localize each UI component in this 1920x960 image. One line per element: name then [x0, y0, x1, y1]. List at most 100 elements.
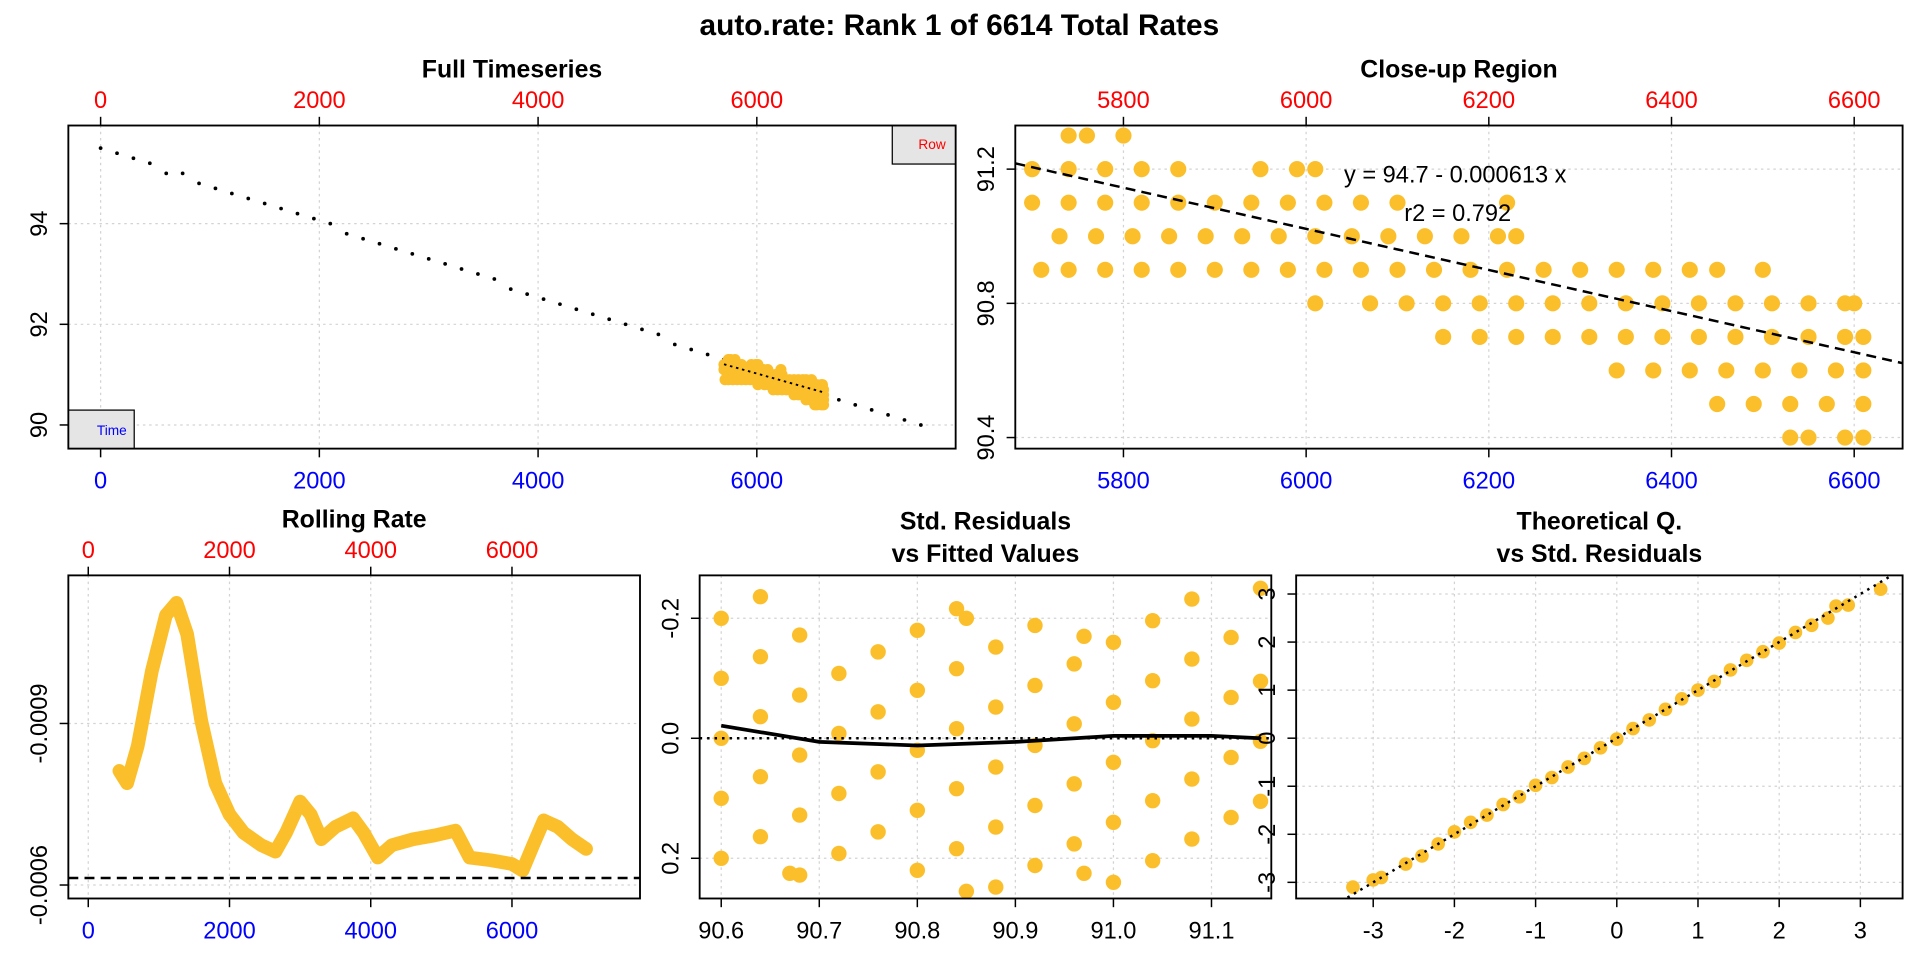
point [1027, 857, 1043, 874]
point [1681, 261, 1698, 278]
x-tick-label: 3 [1854, 918, 1867, 944]
plot-frame [67, 124, 957, 450]
point [574, 307, 579, 312]
point [1060, 194, 1077, 211]
y-tick-label: 90 [27, 412, 53, 438]
point [1545, 770, 1559, 785]
point [607, 317, 612, 322]
x-tick-label: 4000 [344, 918, 397, 944]
point [1170, 161, 1187, 178]
point [1508, 295, 1525, 312]
point [1252, 673, 1269, 689]
point [1827, 362, 1844, 379]
plot-area [1015, 127, 1903, 446]
point [836, 397, 841, 402]
point [1499, 194, 1516, 211]
point [1161, 228, 1178, 245]
point [948, 720, 965, 737]
point [1288, 161, 1306, 178]
point [1060, 161, 1077, 178]
point [1804, 618, 1819, 633]
point [1645, 261, 1662, 278]
point [948, 600, 965, 617]
point [1343, 228, 1360, 245]
point [1709, 261, 1726, 278]
y-tick-label: -0.2 [659, 598, 685, 639]
point [1252, 580, 1269, 596]
x-tick-label: 0 [1610, 918, 1623, 944]
x-tick-label: -1 [1525, 918, 1546, 944]
point [870, 824, 886, 840]
point [1051, 228, 1068, 245]
y-tick-label: 90.4 [974, 415, 1000, 461]
point [1821, 611, 1835, 625]
point [1841, 598, 1856, 612]
annotation: y = 94.7 - 0.000613 x [1344, 163, 1567, 189]
point [1033, 261, 1050, 278]
point [1316, 194, 1333, 211]
point [1690, 295, 1707, 312]
point [1060, 127, 1077, 144]
plot-frame [698, 574, 1273, 900]
point [377, 241, 382, 246]
point [1855, 395, 1872, 413]
x2-tick-label: 6000 [486, 538, 539, 564]
x2-tick-label: 0 [82, 538, 95, 564]
point [1133, 161, 1150, 178]
point [1184, 771, 1200, 787]
point [1184, 711, 1200, 727]
y-tick-label: 0.0 [659, 722, 685, 755]
point [1398, 295, 1415, 312]
point [1078, 127, 1095, 144]
point [312, 216, 316, 221]
y-tick-label: -1 [1255, 776, 1281, 797]
point [1389, 261, 1406, 278]
plot-frame [67, 574, 641, 900]
point [361, 236, 365, 241]
point [1087, 228, 1105, 245]
point [1782, 429, 1799, 446]
y-tick-label: 94 [27, 211, 53, 237]
point [1690, 328, 1707, 345]
x-tick-label: 6600 [1828, 468, 1881, 494]
point [459, 267, 464, 271]
plot-frame [1014, 124, 1904, 450]
point [1243, 194, 1260, 211]
point [988, 699, 1004, 715]
panel-title: Std. Residuals [900, 509, 1071, 536]
point [1836, 328, 1854, 345]
point [752, 708, 769, 725]
point [115, 151, 119, 156]
point [1184, 831, 1200, 847]
fit-line [1015, 162, 1903, 365]
x-tick-label: 90.6 [698, 918, 744, 944]
y-tick-label: -2 [1255, 824, 1281, 845]
point [1609, 732, 1624, 746]
plot-area [98, 146, 923, 427]
point [1763, 328, 1781, 345]
point [870, 644, 886, 660]
point [410, 251, 415, 256]
point [394, 246, 398, 251]
point [1316, 261, 1333, 278]
point [1512, 789, 1527, 804]
point [1024, 194, 1041, 211]
point [1754, 261, 1771, 278]
point [1170, 194, 1187, 211]
point [1352, 261, 1370, 278]
point [988, 759, 1004, 775]
point [713, 610, 729, 626]
point [262, 201, 267, 206]
point [1489, 228, 1507, 245]
point [752, 648, 769, 665]
point [1642, 713, 1657, 727]
point [1617, 328, 1634, 345]
point [1561, 760, 1575, 774]
point [1463, 815, 1478, 830]
point [1782, 395, 1799, 413]
x-tick-label: 91.1 [1189, 918, 1235, 944]
point [1105, 874, 1122, 890]
point [1727, 295, 1744, 312]
legend-box [67, 409, 135, 450]
point [197, 181, 201, 186]
